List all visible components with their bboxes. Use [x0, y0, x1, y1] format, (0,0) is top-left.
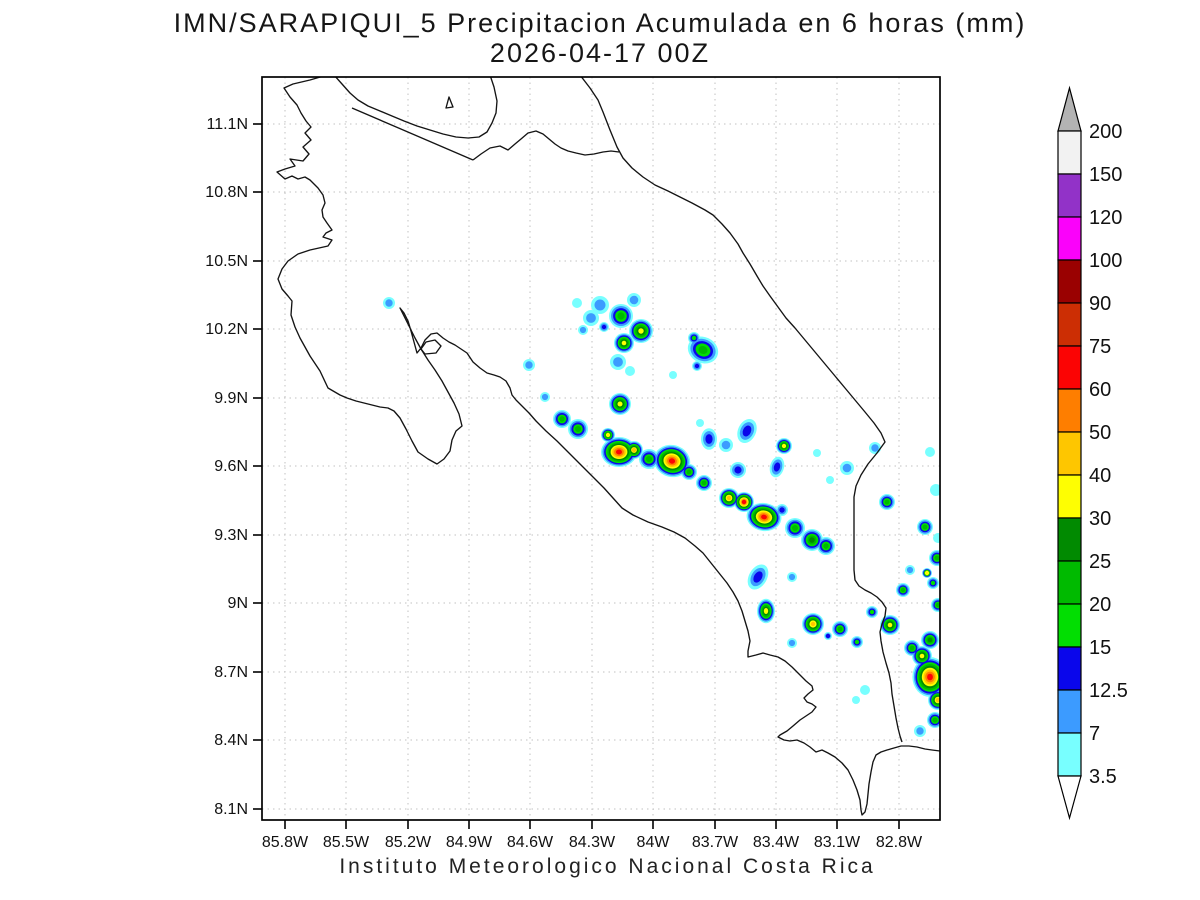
- colorbar-label: 50: [1089, 422, 1111, 444]
- lat-tick-label: 11.1N: [206, 116, 248, 133]
- lon-tick-label: 85.5W: [323, 834, 370, 851]
- colorbar-block: [1057, 560, 1082, 605]
- lat-tick-label: 9N: [228, 595, 248, 612]
- colorbar-over-arrow: [1057, 85, 1082, 132]
- colorbar-label: 15: [1089, 637, 1111, 659]
- precip-level-9: [616, 449, 933, 681]
- colorbar-block: [1057, 689, 1082, 734]
- lat-tick-label: 8.4N: [214, 732, 248, 749]
- lon-tick-label: 84.6W: [507, 834, 554, 851]
- latlon-grid: [262, 77, 940, 820]
- colorbar-label: 7: [1089, 723, 1100, 745]
- colorbar-block: [1057, 388, 1082, 433]
- lon-tick-label: 84W: [637, 834, 671, 851]
- axis-ticks: [253, 123, 900, 829]
- colorbar-label: 200: [1089, 121, 1122, 143]
- colorbar-block: [1057, 130, 1082, 175]
- lat-tick-label: 10.5N: [205, 253, 248, 270]
- colorbar-under-arrow: [1057, 775, 1082, 821]
- lon-tick-label: 83.1W: [814, 834, 861, 851]
- plot-frame: [261, 76, 941, 821]
- colorbar-block: [1057, 517, 1082, 562]
- colorbar-block: [1057, 302, 1082, 347]
- colorbar-block: [1057, 431, 1082, 476]
- colorbar-label: 3.5: [1089, 766, 1117, 788]
- colorbar-block: [1057, 173, 1082, 218]
- colorbar-label: 40: [1089, 465, 1111, 487]
- lat-tick-label: 8.7N: [214, 664, 248, 681]
- lon-tick-label: 83.4W: [753, 834, 800, 851]
- colorbar-block: [1057, 732, 1082, 777]
- precip-level-0: [383, 293, 940, 737]
- colorbar-label: 90: [1089, 293, 1111, 315]
- precip-level-1: [385, 295, 940, 735]
- precip-level-8: [614, 447, 935, 683]
- colorbar-label: 30: [1089, 508, 1111, 530]
- colorbar-block: [1057, 474, 1082, 519]
- colorbar-label: 150: [1089, 164, 1122, 186]
- lat-tick-label: 9.6N: [214, 458, 248, 475]
- lat-tick-label: 9.3N: [214, 527, 248, 544]
- footer-attribution: Instituto Meteorologico Nacional Costa R…: [339, 855, 876, 878]
- plot-title: IMN/SARAPIQUI_5 Precipitacion Acumulada …: [173, 8, 1027, 38]
- colorbar-label: 25: [1089, 551, 1111, 573]
- colorbar-label: 100: [1089, 250, 1122, 272]
- lon-tick-label: 84.3W: [569, 834, 616, 851]
- lon-tick-label: 84.9W: [446, 834, 493, 851]
- lat-tick-label: 8.1N: [214, 801, 248, 818]
- lon-tick-label: 85.8W: [262, 834, 309, 851]
- lon-tick-label: 82.8W: [876, 834, 923, 851]
- plot-subtitle-datetime: 2026-04-17 00Z: [489, 38, 711, 68]
- coastline: [276, 77, 940, 816]
- precip-field: [383, 293, 940, 737]
- axis-tick-labels: 11.1N 10.8N 10.5N 10.2N 9.9N 9.6N 9.3N 9N 8.7N 8.…: [205, 116, 923, 851]
- lon-tick-label: 85.2W: [385, 834, 432, 851]
- colorbar-label: 120: [1089, 207, 1122, 229]
- precip-level-2: [556, 308, 940, 726]
- lat-tick-label: 10.2N: [205, 321, 248, 338]
- colorbar-block: [1057, 646, 1082, 691]
- colorbar-label: 20: [1089, 594, 1111, 616]
- colorbar: 200 150 120 100 90 75 60 50 40 30 25 20 15 12.5 7 3.5: [1057, 85, 1128, 821]
- colorbar-block: [1057, 216, 1082, 261]
- lon-tick-label: 83.7W: [692, 834, 739, 851]
- colorbar-label: 75: [1089, 336, 1111, 358]
- colorbar-block: [1057, 259, 1082, 304]
- colorbar-label: 12.5: [1089, 680, 1128, 702]
- colorbar-label: 60: [1089, 379, 1111, 401]
- lat-tick-label: 9.9N: [214, 390, 248, 407]
- colorbar-block: [1057, 603, 1082, 648]
- lat-tick-label: 10.8N: [205, 184, 248, 201]
- colorbar-block: [1057, 345, 1082, 390]
